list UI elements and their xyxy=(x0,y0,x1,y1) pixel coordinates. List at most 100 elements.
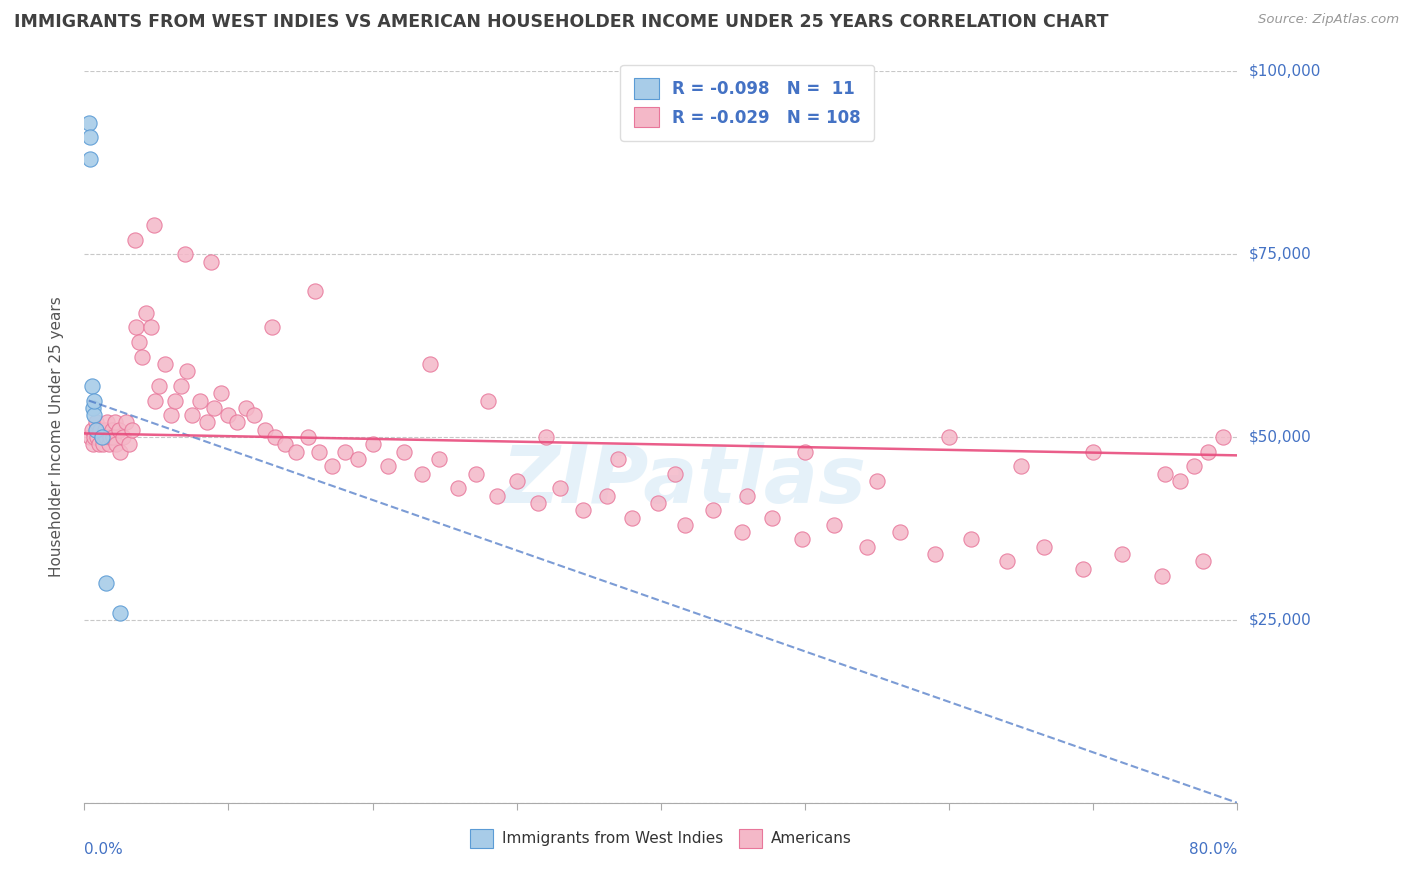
Point xyxy=(394,444,416,458)
Point xyxy=(794,444,817,458)
Point xyxy=(1083,444,1105,458)
Point xyxy=(335,444,357,458)
Point xyxy=(297,430,319,444)
Point xyxy=(209,386,232,401)
Text: ZIPatlas: ZIPatlas xyxy=(502,442,866,520)
Point xyxy=(176,364,198,378)
Point xyxy=(1111,547,1133,561)
Point xyxy=(181,408,204,422)
Point xyxy=(124,233,146,247)
Point xyxy=(87,437,110,451)
Text: $100,000: $100,000 xyxy=(1249,64,1320,78)
Point xyxy=(195,416,218,430)
Point xyxy=(89,423,111,437)
Point xyxy=(273,437,295,451)
Point xyxy=(131,350,153,364)
Point xyxy=(361,437,384,451)
Point xyxy=(866,474,889,488)
Point xyxy=(621,510,644,524)
Point xyxy=(90,430,112,444)
Point xyxy=(938,430,960,444)
Text: $50,000: $50,000 xyxy=(1249,430,1312,444)
Point xyxy=(94,430,117,444)
Point xyxy=(226,416,249,430)
Point xyxy=(347,452,370,467)
Point xyxy=(1010,459,1032,474)
Point xyxy=(260,320,283,334)
Point xyxy=(321,459,343,474)
Point xyxy=(534,430,557,444)
Point xyxy=(83,408,105,422)
Point xyxy=(959,533,981,547)
Point xyxy=(673,517,696,532)
Point xyxy=(202,401,225,415)
Text: Source: ZipAtlas.com: Source: ZipAtlas.com xyxy=(1258,13,1399,27)
Point xyxy=(823,517,845,532)
Point xyxy=(174,247,197,261)
Point xyxy=(135,306,157,320)
Point xyxy=(243,408,266,422)
Point xyxy=(98,430,121,444)
Point xyxy=(79,430,101,444)
Point xyxy=(110,606,132,620)
Point xyxy=(142,218,165,232)
Point xyxy=(235,401,257,415)
Point xyxy=(121,423,143,437)
Point xyxy=(596,489,619,503)
Point xyxy=(427,452,450,467)
Point xyxy=(80,423,103,437)
Point xyxy=(647,496,669,510)
Point xyxy=(84,416,107,430)
Point xyxy=(125,320,148,334)
Point xyxy=(143,393,166,408)
Point xyxy=(96,416,118,430)
Point xyxy=(91,437,114,451)
Point xyxy=(285,444,308,458)
Point xyxy=(1198,444,1220,458)
Point xyxy=(105,437,128,451)
Point xyxy=(115,416,138,430)
Point xyxy=(103,430,124,444)
Point xyxy=(664,467,686,481)
Point xyxy=(200,254,222,268)
Point xyxy=(419,357,441,371)
Point xyxy=(995,554,1018,568)
Point xyxy=(304,284,326,298)
Point xyxy=(572,503,595,517)
Point xyxy=(1212,430,1234,444)
Point xyxy=(153,357,176,371)
Point xyxy=(1182,459,1205,474)
Point xyxy=(165,393,187,408)
Point xyxy=(377,459,399,474)
Point xyxy=(94,576,117,591)
Point xyxy=(465,467,488,481)
Point xyxy=(485,489,508,503)
Point xyxy=(1152,569,1174,583)
Point xyxy=(263,430,285,444)
Point xyxy=(93,423,115,437)
Point xyxy=(86,430,108,444)
Point xyxy=(1033,540,1056,554)
Point xyxy=(446,481,468,495)
Point xyxy=(477,393,499,408)
Point xyxy=(790,533,813,547)
Point xyxy=(889,525,911,540)
Point xyxy=(112,430,135,444)
Point xyxy=(77,115,100,129)
Point xyxy=(97,437,120,451)
Text: IMMIGRANTS FROM WEST INDIES VS AMERICAN HOUSEHOLDER INCOME UNDER 25 YEARS CORREL: IMMIGRANTS FROM WEST INDIES VS AMERICAN … xyxy=(14,13,1108,31)
Y-axis label: Householder Income Under 25 years: Householder Income Under 25 years xyxy=(49,297,63,577)
Point xyxy=(83,430,105,444)
Point xyxy=(1071,562,1094,576)
Point xyxy=(253,423,276,437)
Point xyxy=(411,467,433,481)
Point xyxy=(84,423,107,437)
Point xyxy=(856,540,879,554)
Text: 80.0%: 80.0% xyxy=(1189,842,1237,856)
Text: $75,000: $75,000 xyxy=(1249,247,1312,261)
Point xyxy=(548,481,571,495)
Point xyxy=(170,379,193,393)
Point xyxy=(188,393,211,408)
Point xyxy=(128,334,150,349)
Point xyxy=(702,503,724,517)
